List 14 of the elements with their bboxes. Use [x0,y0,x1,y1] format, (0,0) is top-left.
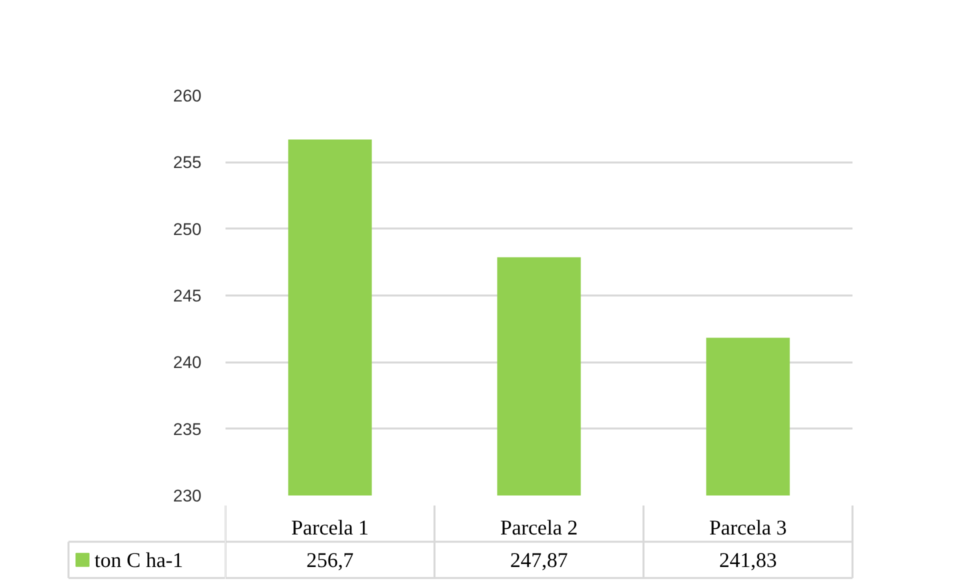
y-tick-label: 260 [173,86,202,106]
y-tick-label: 235 [173,420,202,439]
x-tick-label: Parcela 3 [709,515,787,540]
legend-label: ton C ha-1 [94,548,184,572]
data-label: 256,7 [306,548,354,572]
y-tick-label: 240 [173,353,202,372]
y-tick-label: 255 [173,153,202,172]
y-tick-label: 250 [173,220,202,239]
y-tick-label: 230 [173,486,202,506]
data-label: 241,83 [719,548,777,572]
data-label: 247,87 [510,548,568,572]
x-tick-label: Parcela 1 [291,515,369,540]
x-tick-label: Parcela 2 [500,515,578,540]
y-tick-label: 245 [173,286,202,306]
